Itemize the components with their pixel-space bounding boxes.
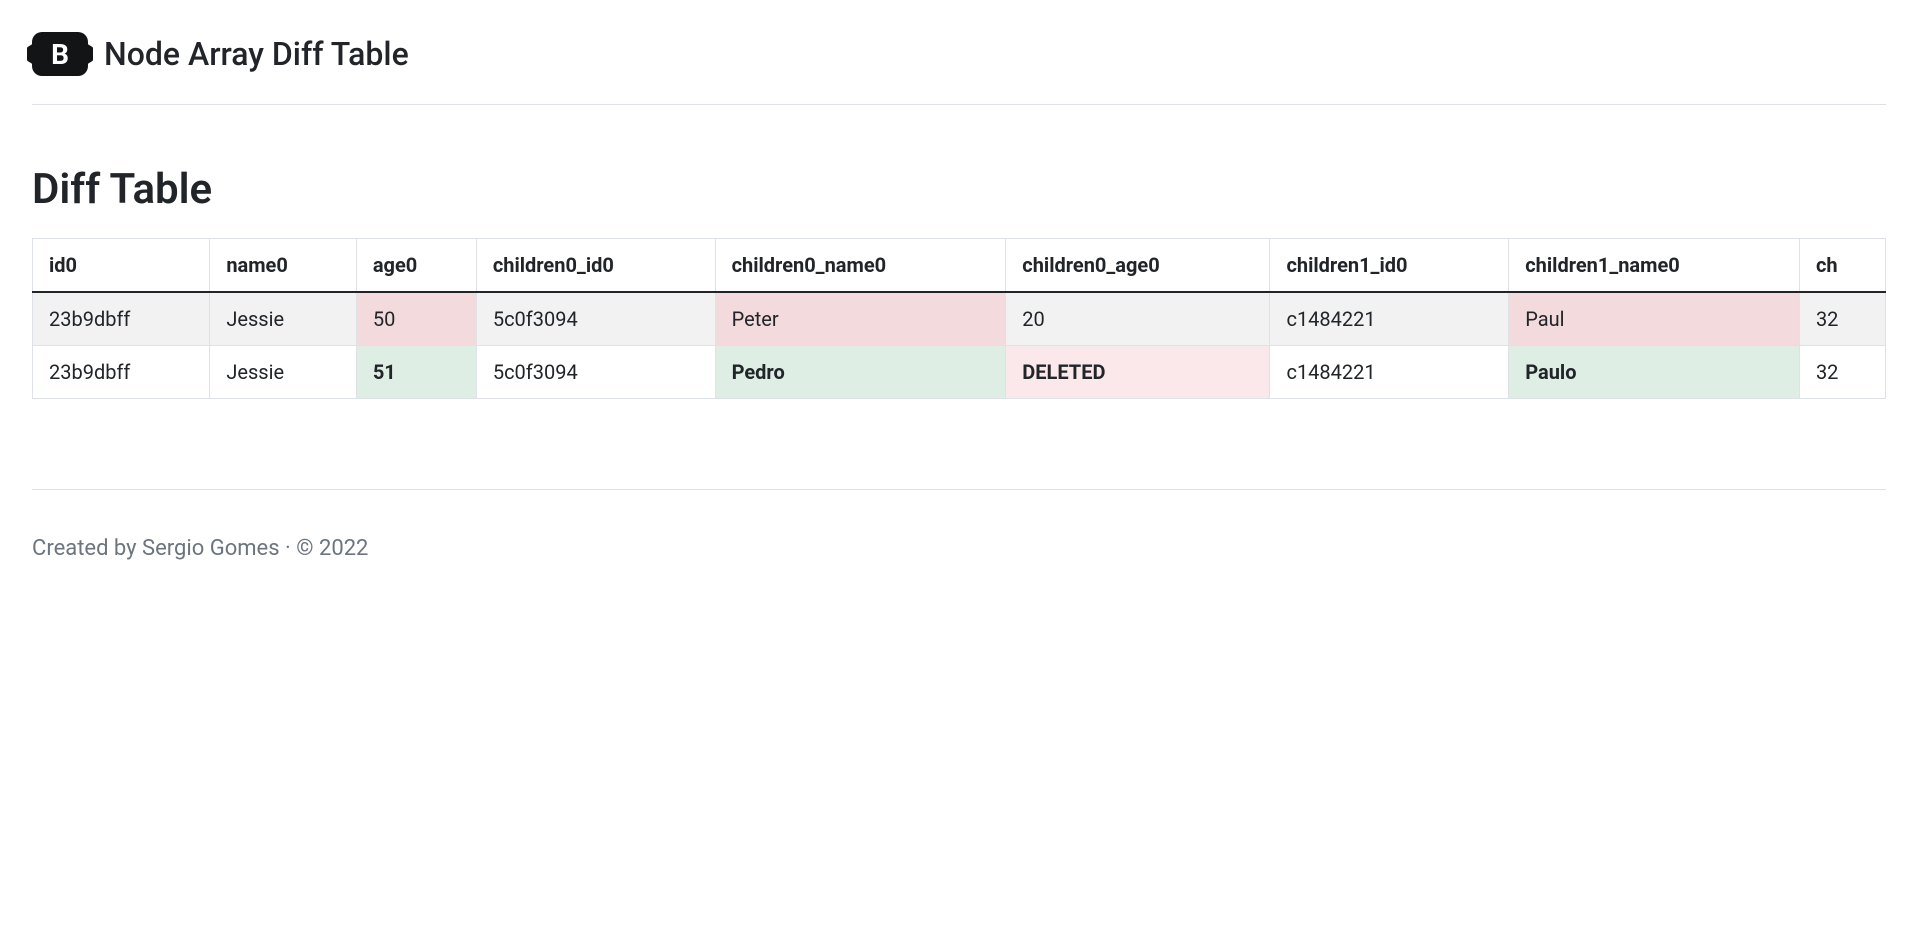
column-header: children1_name0 (1509, 239, 1800, 293)
table-cell: 51 (356, 346, 476, 399)
table-body: 23b9dbffJessie505c0f3094Peter20c1484221P… (33, 292, 1886, 399)
table-row: 23b9dbffJessie515c0f3094PedroDELETEDc148… (33, 346, 1886, 399)
bootstrap-logo-icon: B (32, 32, 88, 76)
column-header: age0 (356, 239, 476, 293)
table-cell: 5c0f3094 (476, 346, 715, 399)
column-header: children0_name0 (715, 239, 1006, 293)
table-cell: Jessie (210, 292, 357, 346)
column-header: ch (1799, 239, 1885, 293)
column-header: name0 (210, 239, 357, 293)
table-cell: 23b9dbff (33, 346, 210, 399)
table-cell: 32 (1799, 346, 1885, 399)
table-cell: 23b9dbff (33, 292, 210, 346)
diff-table: id0name0age0children0_id0children0_name0… (32, 238, 1886, 399)
table-cell: Peter (715, 292, 1006, 346)
table-cell: Jessie (210, 346, 357, 399)
table-cell: Pedro (715, 346, 1006, 399)
column-header: children1_id0 (1270, 239, 1509, 293)
table-cell: Paulo (1509, 346, 1800, 399)
table-cell: 5c0f3094 (476, 292, 715, 346)
app-title: Node Array Diff Table (104, 35, 409, 73)
header: B Node Array Diff Table (32, 32, 1886, 105)
table-cell: 20 (1006, 292, 1270, 346)
table-cell: c1484221 (1270, 346, 1509, 399)
table-row: 23b9dbffJessie505c0f3094Peter20c1484221P… (33, 292, 1886, 346)
table-cell: Paul (1509, 292, 1800, 346)
table-cell: DELETED (1006, 346, 1270, 399)
logo-letter: B (51, 38, 69, 71)
table-cell: c1484221 (1270, 292, 1509, 346)
column-header: children0_id0 (476, 239, 715, 293)
diff-table-container: id0name0age0children0_id0children0_name0… (32, 238, 1886, 399)
column-header: id0 (33, 239, 210, 293)
column-header: children0_age0 (1006, 239, 1270, 293)
table-cell: 50 (356, 292, 476, 346)
table-header-row: id0name0age0children0_id0children0_name0… (33, 239, 1886, 293)
table-cell: 32 (1799, 292, 1885, 346)
section-title: Diff Table (32, 165, 1886, 214)
footer-text: Created by Sergio Gomes · © 2022 (0, 490, 1918, 607)
